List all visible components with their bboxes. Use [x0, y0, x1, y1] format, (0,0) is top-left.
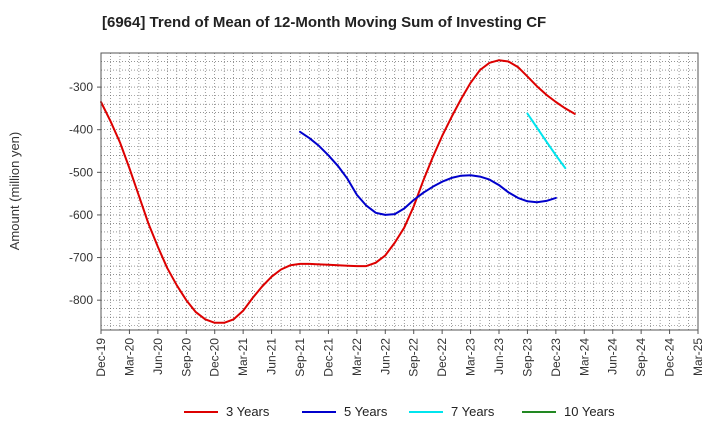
- plot-area: [101, 53, 698, 330]
- y-tick-label: -500: [69, 165, 93, 179]
- x-tick-label: Mar-23: [464, 338, 478, 376]
- legend-swatch: [522, 410, 556, 413]
- y-tick-label: -700: [69, 251, 93, 265]
- x-tick-label: Dec-21: [321, 338, 335, 377]
- y-axis-label: Amount (million yen): [7, 132, 22, 251]
- series-layer: [100, 59, 576, 324]
- legend: 3 Years 5 Years 7 Years 10 Years: [0, 404, 720, 426]
- legend-label: 3 Years: [226, 404, 270, 419]
- x-tick-label: Mar-24: [577, 338, 591, 376]
- x-tick-label: Mar-25: [691, 338, 705, 376]
- x-tick-label: Dec-24: [663, 338, 677, 377]
- x-axis-ticks: Dec-19 Mar-20 Jun-20 Sep-20 Dec-20 Mar-21 Jun-…: [94, 330, 705, 377]
- legend-item-10-years: 10 Years: [522, 404, 615, 419]
- series-line-3-years: [100, 59, 576, 324]
- y-tick-label: -300: [69, 80, 93, 94]
- grid-lines: [101, 52, 698, 330]
- x-tick-label: Sep-22: [407, 338, 421, 377]
- x-tick-label: Sep-21: [293, 338, 307, 377]
- x-tick-label: Sep-20: [179, 338, 193, 377]
- x-tick-label: Dec-23: [549, 338, 563, 377]
- legend-swatch: [184, 410, 218, 413]
- x-tick-label: Dec-20: [208, 338, 222, 377]
- legend-label: 5 Years: [344, 404, 388, 419]
- line-chart: -800 -700 -600 -500 -400 -300 Dec-19 Mar-20 Jun…: [7, 52, 705, 377]
- x-tick-label: Sep-23: [520, 338, 534, 377]
- x-tick-label: Jun-20: [151, 338, 165, 375]
- x-tick-label: Sep-24: [634, 338, 648, 377]
- series-line-5-years: [299, 130, 557, 216]
- x-tick-label: Mar-20: [122, 338, 136, 376]
- x-tick-label: Jun-24: [606, 338, 620, 375]
- x-tick-label: Jun-23: [492, 338, 506, 375]
- x-tick-label: Jun-21: [265, 338, 279, 375]
- legend-label: 10 Years: [564, 404, 615, 419]
- x-tick-label: Dec-22: [435, 338, 449, 377]
- x-tick-label: Mar-22: [350, 338, 364, 376]
- series-line-7-years: [526, 112, 567, 170]
- y-tick-label: -600: [69, 208, 93, 222]
- y-tick-label: -400: [69, 123, 93, 137]
- chart-title: [6964] Trend of Mean of 12-Month Moving …: [102, 14, 547, 31]
- x-tick-label: Jun-22: [378, 338, 392, 375]
- legend-swatch: [409, 410, 443, 413]
- legend-item-3-years: 3 Years: [184, 404, 269, 419]
- legend-label: 7 Years: [451, 404, 495, 419]
- y-tick-label: -800: [69, 293, 93, 307]
- x-tick-label: Mar-21: [236, 338, 250, 376]
- legend-item-7-years: 7 Years: [409, 404, 494, 419]
- plot-frame: [100, 52, 699, 331]
- x-tick-label: Dec-19: [94, 338, 108, 377]
- y-axis-ticks: -800 -700 -600 -500 -400 -300: [69, 80, 101, 307]
- legend-item-5-years: 5 Years: [302, 404, 387, 419]
- legend-swatch: [302, 410, 336, 413]
